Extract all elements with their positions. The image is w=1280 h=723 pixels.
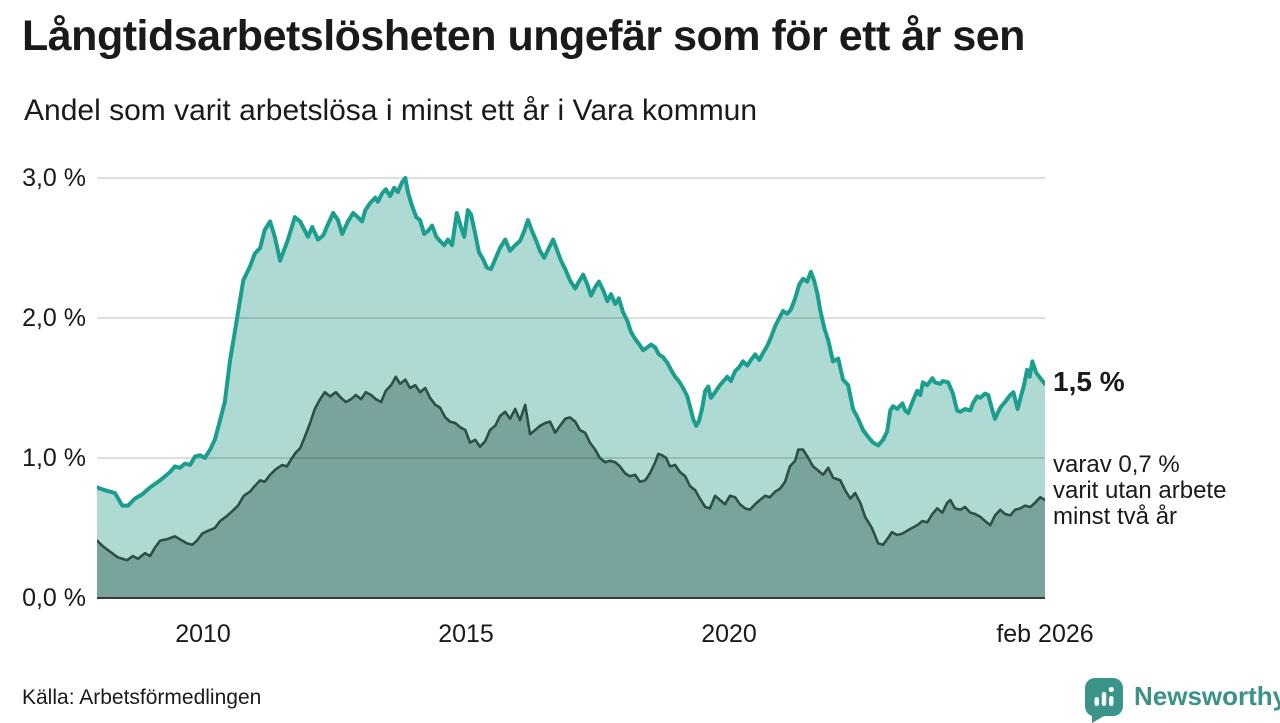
bar-chart-speech-bubble-icon	[1085, 678, 1123, 723]
latest-detail-line: minst två år	[1053, 503, 1178, 530]
y-axis-tick-label: 2,0 %	[22, 304, 86, 332]
unemployment-area-chart	[97, 176, 1045, 599]
y-axis-tick-label: 3,0 %	[22, 164, 86, 192]
latest-value-label: 1,5 %	[1053, 366, 1125, 397]
latest-detail-line: varit utan arbete	[1053, 477, 1227, 504]
latest-detail-label: varav 0,7 % varit utan arbete minst två …	[1053, 452, 1226, 530]
source-attribution: Källa: Arbetsförmedlingen	[22, 686, 262, 709]
newsworthy-logo[interactable]: Newsworthy	[1085, 678, 1280, 723]
chart-subtitle: Andel som varit arbetslösa i minst ett å…	[24, 94, 758, 127]
page-title: Långtidsarbetslösheten ungefär som för e…	[22, 12, 1025, 60]
y-axis-tick-label: 1,0 %	[22, 444, 86, 472]
x-axis-tick-label: 2010	[175, 620, 231, 648]
y-axis-tick-label: 0,0 %	[22, 584, 86, 612]
latest-detail-line: varav 0,7 %	[1053, 451, 1180, 478]
x-axis-tick-label: 2015	[438, 620, 494, 648]
newsworthy-wordmark: Newsworthy	[1134, 681, 1280, 711]
x-axis-tick-label: feb 2026	[996, 620, 1094, 648]
x-axis-tick-label: 2020	[701, 620, 757, 648]
